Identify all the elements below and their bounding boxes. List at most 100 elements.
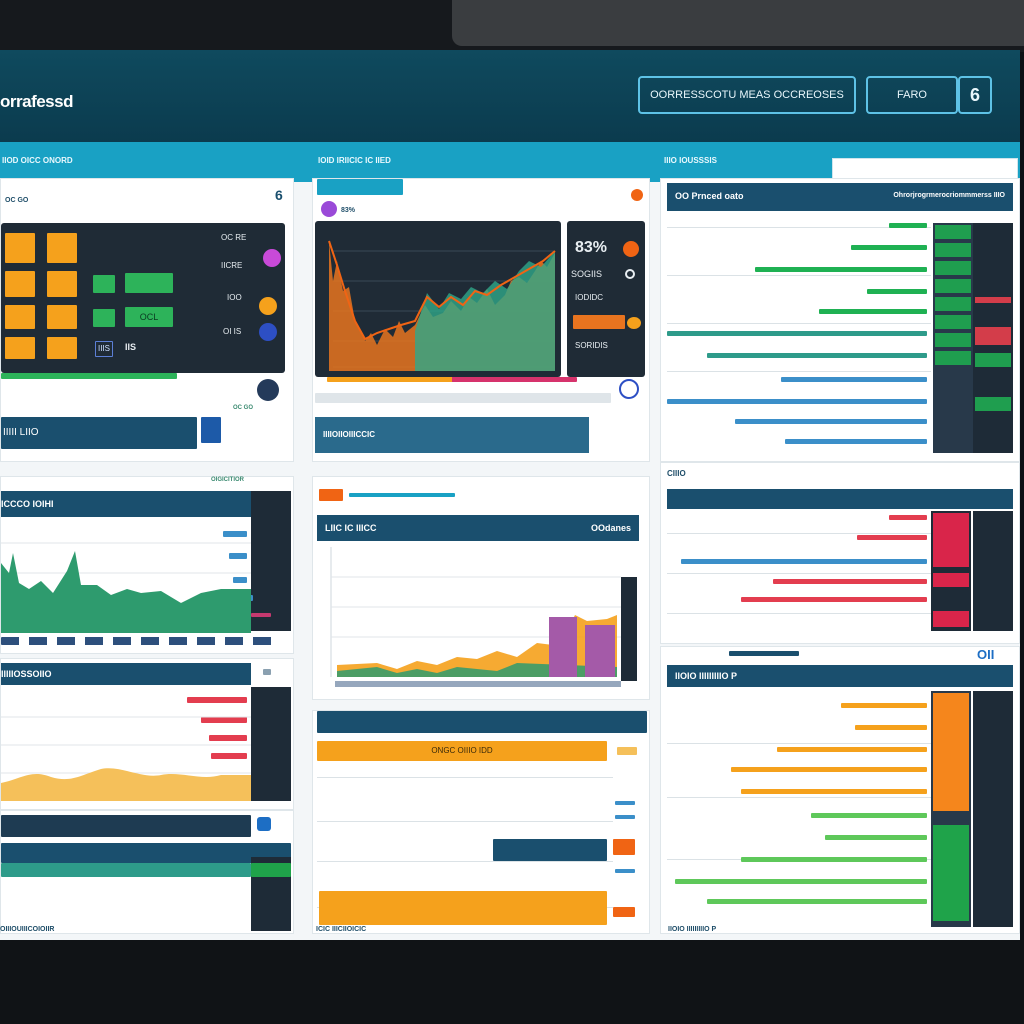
comparison-bar[interactable] — [773, 579, 927, 584]
subnav-item-overview[interactable]: IIOD OICC ONORD — [2, 156, 73, 165]
ranking-subtitle: Ohrorjrogrmerocriommmerss IIIO — [893, 192, 1005, 199]
kpi-tile[interactable] — [5, 305, 35, 329]
kpi-tile[interactable] — [47, 233, 77, 263]
wave-chart[interactable] — [1, 689, 251, 801]
user-avatar-icon[interactable] — [257, 379, 279, 401]
status-cell — [975, 353, 1011, 367]
area-series — [1, 551, 251, 633]
kpi-tile[interactable] — [93, 275, 115, 293]
brand-logo: orrafessd — [0, 92, 73, 111]
ranking-bar[interactable] — [707, 353, 927, 358]
line-chart-scrollbar[interactable] — [315, 393, 611, 403]
ranking-bar[interactable] — [851, 245, 927, 250]
kpi-tile-label[interactable]: IIIS — [95, 341, 113, 357]
legend-swatch — [211, 753, 247, 759]
ranking-bar[interactable] — [755, 267, 927, 272]
status-bar[interactable] — [707, 899, 927, 904]
kpi-tile[interactable] — [93, 309, 115, 327]
mix-series-green — [337, 663, 617, 677]
ranking-bar[interactable] — [819, 309, 927, 314]
comparison-bar[interactable] — [741, 597, 927, 602]
wave-series — [1, 768, 251, 801]
subnav-item-reports[interactable]: IIIO IOUSSSIS — [664, 156, 717, 165]
status-bar[interactable] — [675, 879, 927, 884]
grid-line — [317, 861, 613, 862]
kpi-tile-label[interactable]: OCL — [125, 307, 173, 327]
area-chart[interactable] — [1, 523, 251, 633]
kpi-tile[interactable] — [47, 305, 77, 329]
kpi-tile[interactable] — [47, 271, 77, 297]
kpi-card-label: OC GO — [5, 197, 29, 204]
mix-chart-legend — [621, 577, 637, 681]
trend-series — [1, 863, 251, 877]
line-readout-row: SOGIIS — [571, 269, 603, 279]
trend-toggle-icon[interactable] — [257, 817, 271, 831]
status-bar[interactable] — [741, 857, 927, 862]
upload-icon[interactable] — [619, 379, 639, 399]
line-chart[interactable] — [315, 221, 561, 377]
compare-bar[interactable] — [319, 891, 607, 925]
wave-chart-card: IIIIIOSSOIIO — [0, 658, 294, 810]
line-chart-tab[interactable] — [317, 179, 403, 195]
grid-line — [667, 613, 931, 614]
line-readout-row: SORIDIS — [575, 341, 608, 350]
status-bar[interactable] — [777, 747, 927, 752]
status-cell — [935, 297, 971, 311]
line-chart-footer[interactable]: IIIIOIIOIIICCIC — [315, 417, 589, 453]
line-readout-bar — [573, 315, 625, 329]
ranking-bar[interactable] — [785, 439, 927, 444]
ranking-header: OO Prnced oato Ohrorjrogrmerocriommmerss… — [667, 183, 1013, 211]
search-button[interactable]: OORRESSCOTU MEAS OCCREOSES — [638, 76, 856, 114]
status-bar[interactable] — [855, 725, 927, 730]
kpi-tile[interactable] — [47, 337, 77, 359]
status-bar[interactable] — [811, 813, 927, 818]
kpi-progress-bar — [1, 373, 177, 379]
ranking-bar[interactable] — [735, 419, 927, 424]
mix-card-icon — [319, 489, 343, 501]
kpi-tile[interactable] — [5, 233, 35, 263]
status-badge[interactable]: OII — [977, 647, 995, 662]
ranking-bar[interactable] — [667, 331, 927, 336]
compare-card: ONGC OIIIO IDD — [312, 710, 650, 934]
ranking-bar[interactable] — [867, 289, 927, 294]
area-chart-legend — [223, 491, 291, 631]
legend-swatch — [209, 735, 247, 741]
kpi-footer-toggle[interactable] — [201, 417, 221, 443]
kpi-value: OC RE — [221, 233, 247, 242]
kpi-tile-panel: OCL IIIS IIS OC RE IICRE IOO OI IS — [1, 223, 285, 373]
ranking-bar[interactable] — [667, 399, 927, 404]
kpi-tile[interactable] — [5, 271, 35, 297]
mix-axis — [335, 681, 621, 687]
grid-line — [667, 323, 931, 324]
alert-dot-icon[interactable] — [623, 241, 639, 257]
filter-button[interactable]: FARO — [866, 76, 958, 114]
line-chart-range[interactable] — [327, 377, 577, 382]
kpi-tile[interactable] — [125, 273, 173, 293]
status-bar[interactable] — [841, 703, 927, 708]
trend-card — [0, 810, 294, 934]
mix-chart[interactable] — [317, 547, 621, 693]
status-bar[interactable] — [825, 835, 927, 840]
kpi-tile[interactable] — [5, 337, 35, 359]
series-icon — [321, 201, 337, 217]
comparison-bar[interactable] — [681, 559, 927, 564]
status-cell — [935, 261, 971, 275]
close-icon[interactable] — [263, 669, 271, 675]
kpi-card: OC GO 6 OCL IIIS IIS OC RE IICRE IOO OI … — [0, 178, 294, 462]
notification-badge-icon[interactable]: 6 — [958, 76, 992, 114]
mix-bar — [549, 617, 577, 677]
area-card-note: OIGICITIOR — [211, 477, 244, 483]
ranking-bar[interactable] — [781, 377, 927, 382]
compare-bar[interactable] — [493, 839, 607, 861]
comparison-bar[interactable] — [889, 515, 927, 520]
status-dot-icon — [259, 323, 277, 341]
alert-dot-icon[interactable] — [631, 189, 643, 201]
kpi-footer-bar[interactable]: IIIII LIIO — [1, 417, 197, 449]
subnav-item-analytics[interactable]: IOID IRIICIC IC IIED — [318, 156, 391, 165]
status-bar[interactable] — [731, 767, 927, 772]
info-icon[interactable] — [625, 269, 635, 279]
status-bar[interactable] — [741, 789, 927, 794]
ranking-bar[interactable] — [889, 223, 927, 228]
wave-chart-header: IIIIIOSSOIIO — [1, 663, 251, 685]
comparison-bar[interactable] — [857, 535, 927, 540]
